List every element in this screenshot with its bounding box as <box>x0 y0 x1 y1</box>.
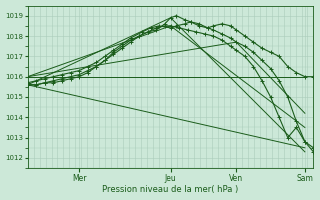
X-axis label: Pression niveau de la mer( hPa ): Pression niveau de la mer( hPa ) <box>102 185 239 194</box>
